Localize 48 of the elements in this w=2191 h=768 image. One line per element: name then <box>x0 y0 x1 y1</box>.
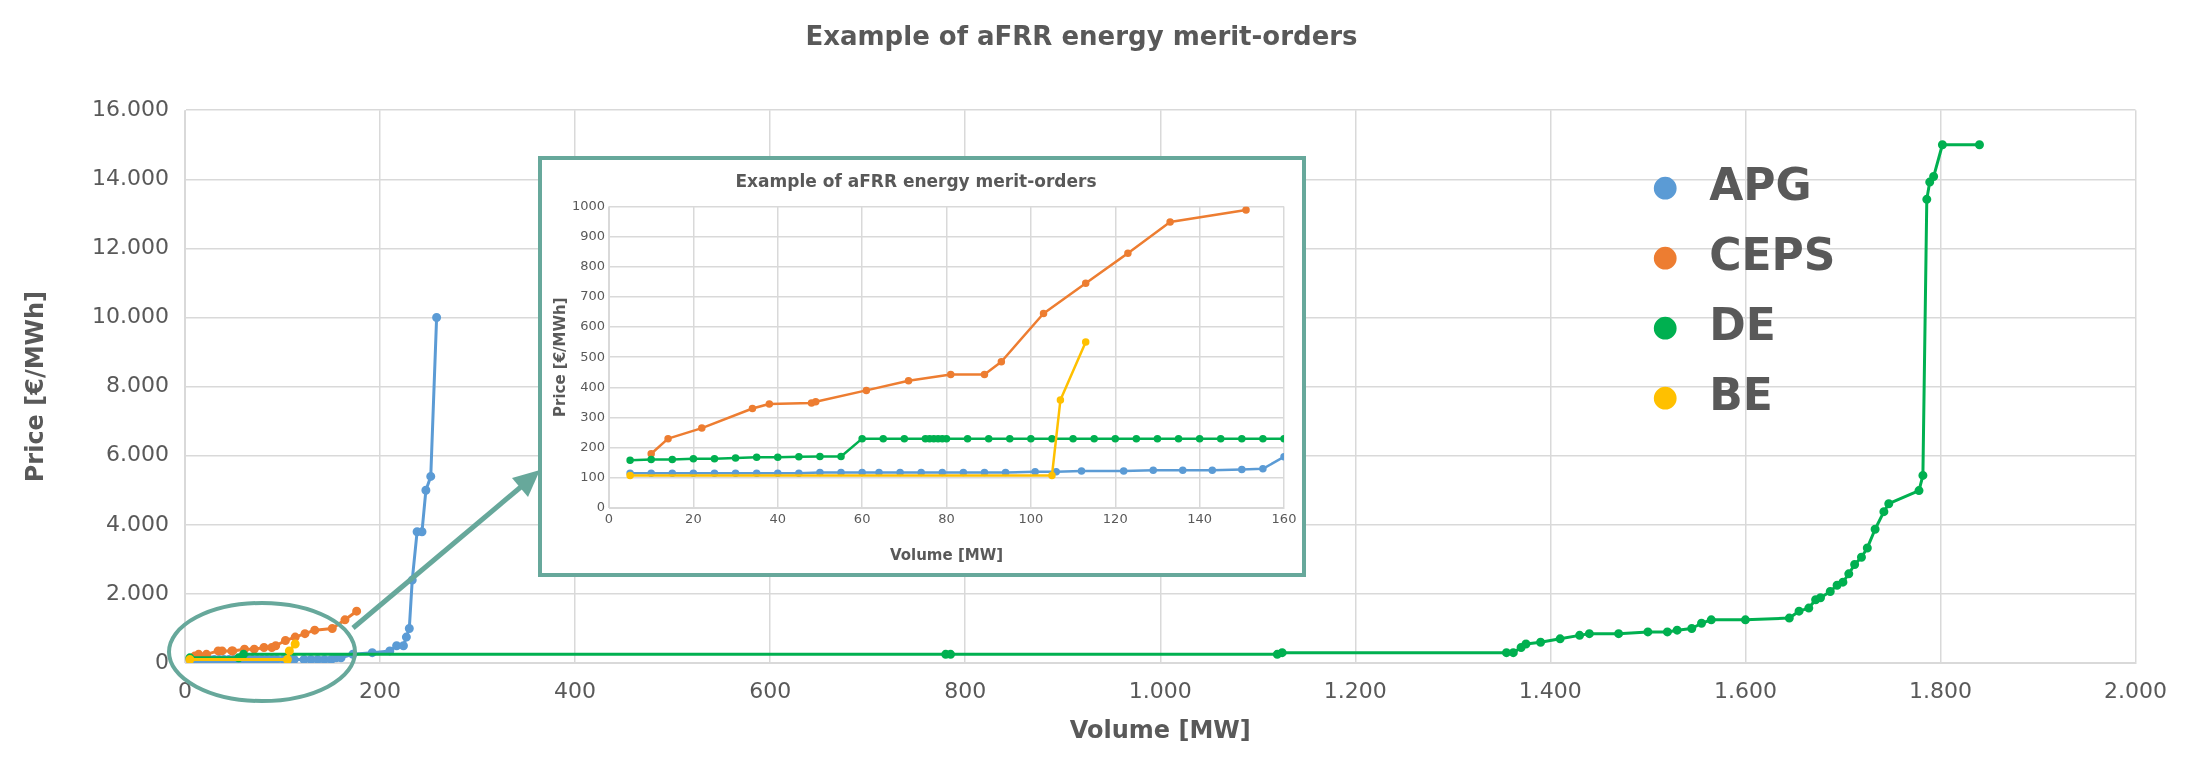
y-tick-label: 16.000 <box>92 95 169 121</box>
y-tick-label: 0 <box>155 648 169 674</box>
y-tick-label: 300 <box>580 408 605 424</box>
y-tick-label: 14.000 <box>92 165 169 191</box>
y-tick-label: 8.000 <box>106 372 169 398</box>
x-tick-label: 1.800 <box>1908 677 1972 703</box>
x-tick-label: 60 <box>853 511 871 527</box>
y-tick-label: 6.000 <box>106 441 169 467</box>
x-tick-label: 0 <box>178 677 192 703</box>
y-tick-label: 0 <box>596 499 605 515</box>
x-tick-label: 2.000 <box>2104 677 2167 703</box>
y-tick-label: 10.000 <box>92 303 169 329</box>
x-axis-title: Volume [MW] <box>889 545 1004 564</box>
y-tick-label: 700 <box>580 288 605 304</box>
y-tick-label: 600 <box>580 318 605 334</box>
legend-label: BE <box>1709 368 1773 420</box>
y-tick-label: 4.000 <box>106 510 169 536</box>
chart-title: Example of aFRR energy merit-orders <box>735 170 1097 191</box>
legend-label: APG <box>1709 158 1812 210</box>
legend-label: CEPS <box>1709 228 1836 280</box>
y-tick-label: 400 <box>580 378 605 394</box>
x-tick-label: 1.600 <box>1713 677 1777 703</box>
y-tick-label: 2.000 <box>106 579 169 605</box>
y-tick-label: 200 <box>580 439 605 455</box>
x-tick-label: 160 <box>1271 511 1297 527</box>
x-tick-label: 1.000 <box>1128 677 1192 703</box>
x-axis-title: Volume [MW] <box>1069 715 1251 744</box>
y-axis-title: Price [€/MWh] <box>550 297 569 417</box>
y-tick-label: 100 <box>580 469 605 485</box>
x-tick-label: 200 <box>359 677 402 703</box>
x-tick-label: 1.400 <box>1518 677 1582 703</box>
x-tick-label: 80 <box>938 511 955 527</box>
y-tick-label: 500 <box>580 348 605 364</box>
x-tick-label: 800 <box>944 677 987 703</box>
y-axis-title: Price [€/MWh] <box>20 290 49 483</box>
x-tick-label: 600 <box>749 677 792 703</box>
x-tick-label: 40 <box>769 511 787 527</box>
y-tick-label: 900 <box>580 227 605 243</box>
y-tick-label: 800 <box>580 258 605 274</box>
x-tick-label: 120 <box>1102 511 1128 527</box>
x-tick-label: 100 <box>1018 511 1044 527</box>
x-tick-label: 140 <box>1187 511 1213 527</box>
x-tick-label: 20 <box>685 511 702 527</box>
y-tick-label: 12.000 <box>92 234 169 260</box>
legend-label: DE <box>1709 298 1776 350</box>
chart-title: Example of aFRR energy merit-orders <box>805 21 1358 52</box>
y-tick-label: 1000 <box>571 197 605 213</box>
x-tick-label: 1.200 <box>1323 677 1387 703</box>
